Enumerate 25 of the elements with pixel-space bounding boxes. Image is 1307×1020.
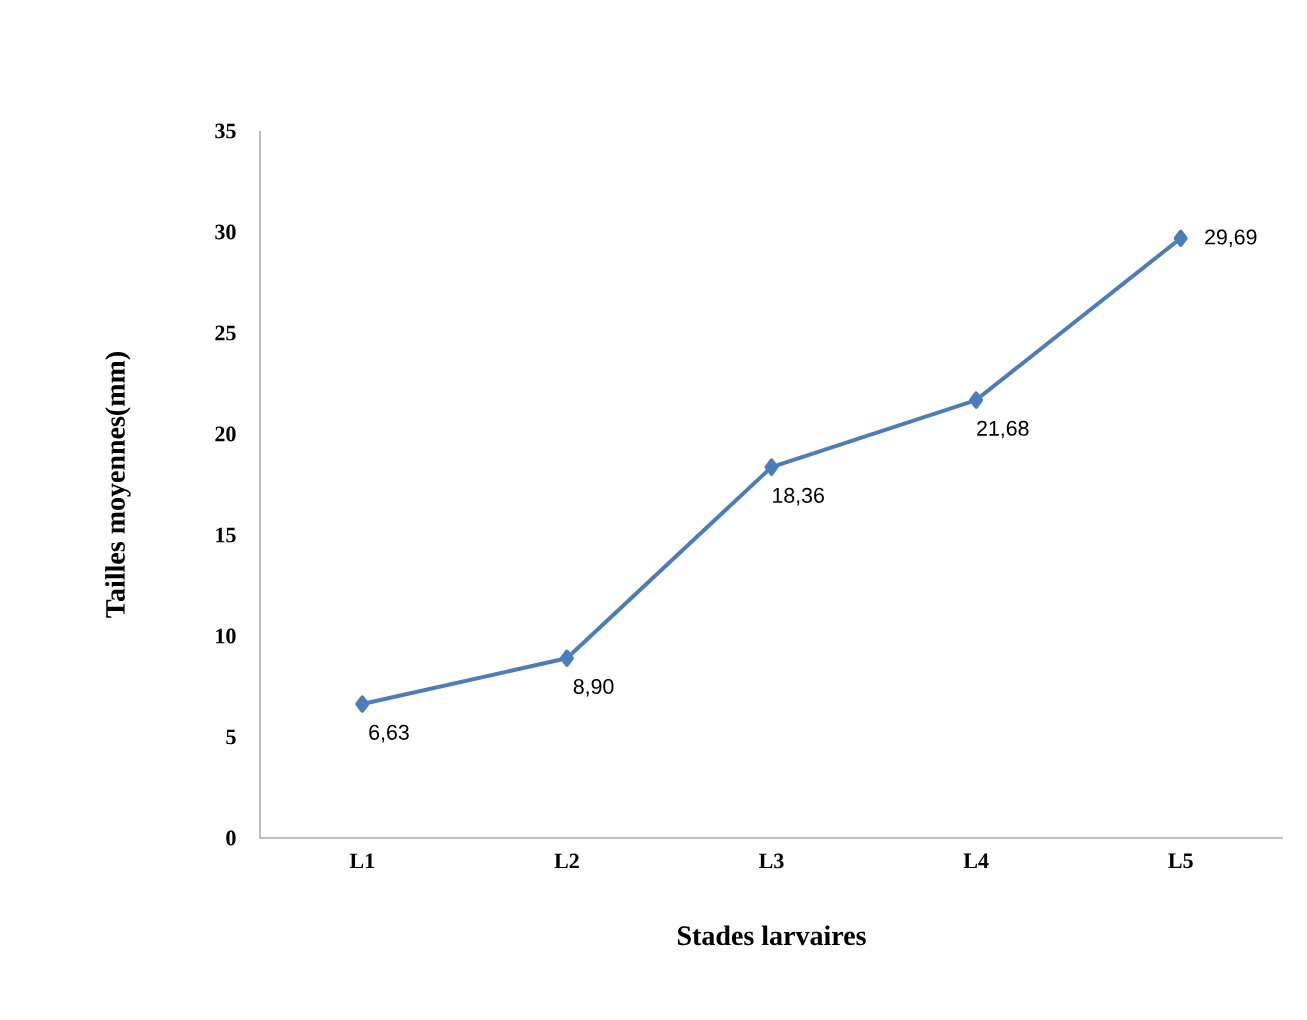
point xyxy=(559,649,574,667)
y-tick-label: 15 xyxy=(216,527,236,543)
x-tick-label: L3 xyxy=(759,853,784,869)
point xyxy=(355,695,370,713)
x-tick-label: L2 xyxy=(554,853,579,869)
data-label: 8,90 xyxy=(573,678,614,697)
y-tick-label: 30 xyxy=(215,224,236,240)
y-tick-label: 10 xyxy=(216,628,236,644)
point xyxy=(969,391,984,409)
data-label: 18,36 xyxy=(773,487,824,506)
y-tick-label: 0 xyxy=(226,830,236,846)
data-label: 21,68 xyxy=(977,420,1029,439)
y-tick-label: 25 xyxy=(215,325,236,341)
data-label: 6,63 xyxy=(369,724,409,743)
y-tick-label: 20 xyxy=(215,426,236,442)
point xyxy=(1173,229,1188,247)
data-label: 29,69 xyxy=(1205,229,1257,248)
y-tick-label: 5 xyxy=(226,729,236,745)
y-axis-title: Tailles moyennes(mm) xyxy=(105,352,131,618)
x-axis-title: Stades larvaires xyxy=(677,925,866,946)
x-tick-label: L4 xyxy=(963,853,989,869)
x-tick-label: L1 xyxy=(349,853,375,869)
point xyxy=(764,458,779,476)
y-tick-label: 35 xyxy=(215,123,236,139)
x-tick-label: L5 xyxy=(1168,853,1193,869)
